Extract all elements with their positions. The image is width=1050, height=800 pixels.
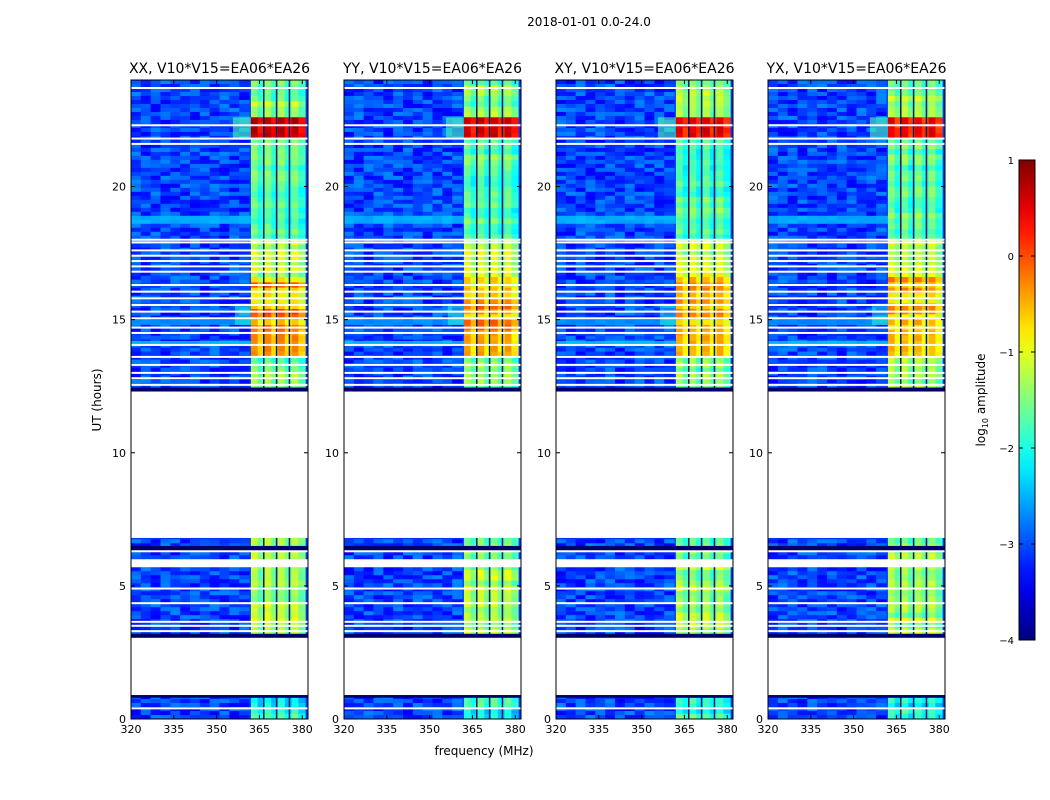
panel-title: YX, V10*V15=EA06*EA26 <box>765 61 946 77</box>
x-tick-label: 380 <box>505 723 526 736</box>
y-tick-label: 15 <box>537 314 551 327</box>
x-tick-label: 320 <box>546 723 567 736</box>
x-tick-label: 335 <box>800 723 821 736</box>
x-tick-label: 350 <box>419 723 440 736</box>
y-tick-label: 5 <box>332 580 339 593</box>
y-tick-label: 5 <box>119 580 126 593</box>
colorbar-label-sub: 10 <box>981 418 990 428</box>
x-tick-label: 350 <box>843 723 864 736</box>
x-axis-label: frequency (MHz) <box>434 744 533 758</box>
panel-1: 320 335 350 365 380 0 5 10 15 20 XX, V10*V15=EA06*… <box>112 61 313 736</box>
y-tick-label: 10 <box>325 447 339 460</box>
panel-title: XX, V10*V15=EA06*EA26 <box>129 61 310 77</box>
y-tick-label: 0 <box>119 713 126 726</box>
colorbar-label-tail: amplitude <box>974 354 988 418</box>
x-tick-label: 350 <box>631 723 652 736</box>
panel-title: YY, V10*V15=EA06*EA26 <box>342 61 522 77</box>
y-tick-label: 5 <box>756 580 763 593</box>
x-tick-label: 365 <box>674 723 695 736</box>
y-tick-label: 5 <box>544 580 551 593</box>
x-tick-label: 320 <box>758 723 779 736</box>
y-tick-label: 10 <box>749 447 763 460</box>
panel-3: 320 335 350 365 380 0 5 10 15 20 XY, V10*V15=EA06*… <box>537 61 738 736</box>
colorbar: 1 0 −1 −2 −3 −4 <box>999 156 1036 647</box>
y-tick-label: 20 <box>325 181 339 194</box>
suptitle: 2018-01-01 0.0-24.0 <box>527 15 651 29</box>
y-axis-label: UT (hours) <box>90 368 104 431</box>
x-tick-label: 365 <box>886 723 907 736</box>
colorbar-tick-label: 1 <box>1008 156 1014 167</box>
colorbar-tick-label: −3 <box>999 540 1014 551</box>
x-tick-label: 335 <box>588 723 609 736</box>
colorbar-label: log10 amplitude <box>974 354 990 447</box>
x-tick-label: 380 <box>929 723 950 736</box>
x-tick-label: 320 <box>334 723 355 736</box>
x-tick-label: 335 <box>376 723 397 736</box>
y-tick-label: 0 <box>544 713 551 726</box>
spectrogram-image <box>768 80 945 719</box>
x-tick-label: 380 <box>717 723 738 736</box>
panel-2: 320 335 350 365 380 0 5 10 15 20 YY, V10*V15=EA06*… <box>325 61 526 736</box>
colorbar-tick-label: −1 <box>999 348 1014 359</box>
colorbar-gradient <box>1018 159 1036 641</box>
x-tick-label: 380 <box>292 723 313 736</box>
y-tick-label: 15 <box>749 314 763 327</box>
axes-frame <box>555 79 734 720</box>
spectrogram-image <box>131 80 308 719</box>
axes-frame <box>343 79 522 720</box>
x-tick-label: 365 <box>462 723 483 736</box>
colorbar-label-log: log <box>974 428 988 446</box>
panel-title: XY, V10*V15=EA06*EA26 <box>554 61 734 77</box>
y-tick-label: 15 <box>325 314 339 327</box>
colorbar-tick-label: −2 <box>999 444 1014 455</box>
spectrogram-image <box>556 80 733 719</box>
y-tick-label: 15 <box>112 314 126 327</box>
x-tick-label: 335 <box>163 723 184 736</box>
axes-frame <box>130 79 309 720</box>
x-tick-label: 350 <box>206 723 227 736</box>
x-tick-label: 320 <box>121 723 142 736</box>
y-tick-label: 20 <box>537 181 551 194</box>
y-tick-label: 0 <box>756 713 763 726</box>
colorbar-tick-label: −4 <box>999 636 1014 647</box>
y-tick-label: 0 <box>332 713 339 726</box>
y-tick-label: 20 <box>749 181 763 194</box>
y-tick-label: 20 <box>112 181 126 194</box>
x-tick-label: 365 <box>249 723 270 736</box>
y-tick-label: 10 <box>112 447 126 460</box>
axes-frame <box>767 79 946 720</box>
spectrogram-image <box>344 80 521 719</box>
y-tick-label: 10 <box>537 447 551 460</box>
panel-4: 320 335 350 365 380 0 5 10 15 20 YX, V10*V15=EA06*… <box>749 61 950 736</box>
colorbar-tick-label: 0 <box>1008 252 1014 263</box>
panels: 320 335 350 365 380 0 5 10 15 20 XX, V10*V15=EA06*… <box>112 61 950 736</box>
